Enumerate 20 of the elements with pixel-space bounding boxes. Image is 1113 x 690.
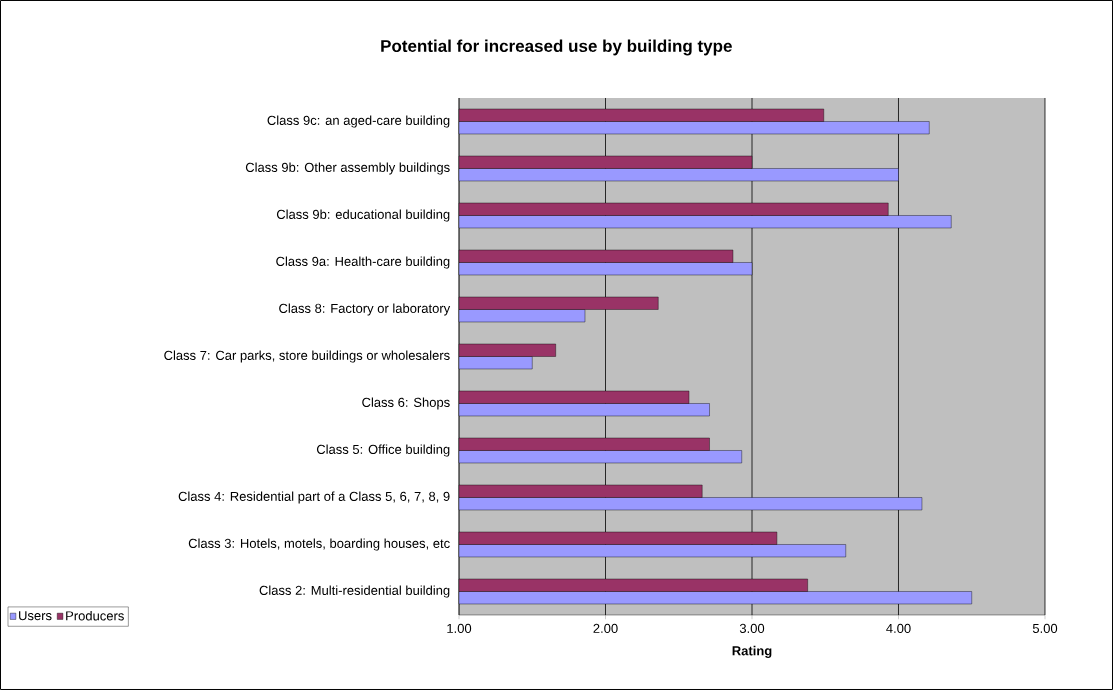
y-tick-label: Class 3: Hotels, motels, boarding houses, etc xyxy=(188,538,450,551)
y-tick-label: Class 9c: an aged-care building xyxy=(267,115,450,128)
y-tick-label: Class 5: Office building xyxy=(316,444,450,457)
legend-label: Users xyxy=(19,611,52,621)
x-tick-label: 2.00 xyxy=(593,623,618,633)
y-tick-label: Class 9b: Other assembly buildings xyxy=(245,162,450,175)
y-tick-label: Class 4: Residential part of a Class 5, 6, 7, 8, 9 xyxy=(178,491,450,504)
y-tick-label: Class 9a: Health-care building xyxy=(276,256,450,269)
y-tick-label: Class 6: Shops xyxy=(362,397,450,410)
y-tick-label: Class 9b: educational building xyxy=(276,209,450,222)
legend-label: Producers xyxy=(66,610,124,621)
x-tick-label: 5.00 xyxy=(1032,623,1058,633)
chart-title: Potential for increased use by building type xyxy=(381,39,732,56)
y-tick-label: Class 7: Car parks, store buildings or wholesalers xyxy=(164,350,450,363)
y-tick-label: Class 2: Multi-residential building xyxy=(259,585,450,598)
x-axis-title: Rating xyxy=(732,645,772,659)
x-tick-label: 4.00 xyxy=(886,623,911,633)
x-tick-label: 3.00 xyxy=(739,623,765,633)
x-tick-label: 1.00 xyxy=(447,623,472,633)
y-tick-label: Class 8: Factory or laboratory xyxy=(279,303,451,316)
